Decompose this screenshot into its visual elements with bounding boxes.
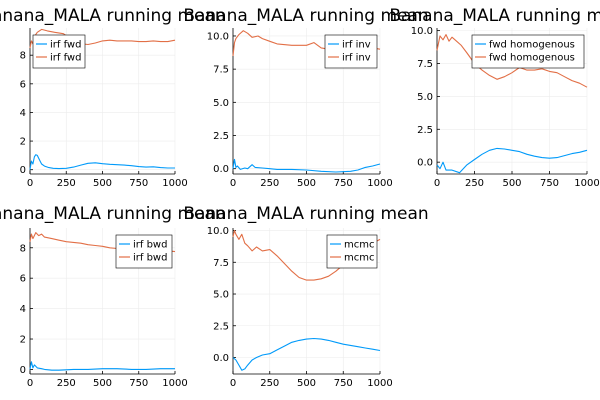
x-tick-label: 750 bbox=[129, 378, 148, 389]
x-tick-label: 250 bbox=[260, 178, 279, 189]
chart-title: Banana_MALA running mean bbox=[389, 6, 600, 26]
y-tick-label: 0 bbox=[20, 365, 26, 376]
y-tick-label: 7.5 bbox=[213, 258, 229, 269]
x-tick-label: 750 bbox=[129, 178, 148, 189]
legend-label: irf fwd bbox=[50, 53, 81, 64]
y-tick-label: 2.5 bbox=[213, 131, 229, 142]
legend-box bbox=[471, 34, 585, 69]
series-line-1 bbox=[29, 361, 175, 371]
x-tick-label: 0 bbox=[230, 378, 236, 389]
x-tick-label: 750 bbox=[334, 378, 353, 389]
x-tick-label: 750 bbox=[334, 178, 353, 189]
y-tick-label: 8 bbox=[20, 243, 26, 254]
series-line-1 bbox=[232, 158, 381, 173]
x-tick-label: 0 bbox=[230, 178, 236, 189]
chart-title: Banana_MALA running mean bbox=[183, 6, 428, 26]
legend-label: irf bwd bbox=[133, 253, 167, 264]
y-tick-label: 7.5 bbox=[213, 65, 229, 76]
y-tick-label: 4 bbox=[20, 108, 26, 119]
y-tick-label: 10.0 bbox=[411, 26, 433, 37]
y-tick-label: 6 bbox=[20, 274, 26, 285]
legend-label: mcmc bbox=[344, 240, 374, 251]
series-line-1 bbox=[232, 337, 381, 371]
legend-label: irf bwd bbox=[133, 240, 167, 251]
y-tick-label: 6 bbox=[20, 79, 26, 90]
y-tick-label: 2 bbox=[20, 137, 26, 148]
subplot-2: 0 250 500 750 1000 0.0 2.5 5.0 7.5 10.0 irf inv irf… bbox=[183, 6, 428, 189]
legend-label: irf inv bbox=[342, 40, 371, 51]
x-tick-label: 0 bbox=[27, 178, 33, 189]
x-tick-label: 1000 bbox=[574, 178, 599, 189]
y-tick-label: 2 bbox=[20, 335, 26, 346]
x-tick-label: 250 bbox=[465, 178, 484, 189]
series-line-1 bbox=[436, 147, 588, 174]
y-tick-label: 10.0 bbox=[207, 31, 229, 42]
x-tick-label: 500 bbox=[93, 178, 112, 189]
y-tick-label: 10.0 bbox=[207, 226, 229, 237]
x-tick-label: 500 bbox=[297, 178, 316, 189]
chart-title: Banana_MALA running mean bbox=[183, 204, 428, 224]
legend-box bbox=[326, 234, 378, 269]
x-tick-label: 0 bbox=[434, 178, 440, 189]
y-tick-label: 7.5 bbox=[417, 59, 433, 70]
legend-label: fwd homogenous bbox=[489, 40, 575, 51]
y-tick-label: 8 bbox=[20, 51, 26, 62]
series-line-2 bbox=[436, 34, 588, 88]
y-tick-label: 0.0 bbox=[417, 158, 433, 169]
subplot-5: 0 250 500 750 1000 0.0 2.5 5.0 7.5 10.0 mcmc mcmc Ba… bbox=[183, 204, 428, 389]
x-tick-label: 250 bbox=[57, 178, 76, 189]
x-tick-label: 750 bbox=[540, 178, 559, 189]
y-tick-label: 5.0 bbox=[417, 92, 433, 103]
y-tick-label: 5.0 bbox=[213, 98, 229, 109]
y-tick-label: 0.0 bbox=[213, 164, 229, 175]
series-line-2 bbox=[29, 28, 176, 49]
y-tick-label: 0.0 bbox=[213, 353, 229, 364]
x-tick-label: 0 bbox=[27, 378, 33, 389]
x-tick-label: 500 bbox=[502, 178, 521, 189]
y-tick-label: 4 bbox=[20, 304, 26, 315]
x-tick-label: 1000 bbox=[367, 378, 392, 389]
x-tick-label: 250 bbox=[57, 378, 76, 389]
chart-title: Banana_MALA running mean bbox=[0, 204, 226, 224]
x-tick-label: 250 bbox=[260, 378, 279, 389]
legend-label: mcmc bbox=[344, 253, 374, 264]
legend-label: irf fwd bbox=[50, 40, 81, 51]
chart-title: Banana_MALA running mean bbox=[0, 6, 226, 26]
y-tick-label: 2.5 bbox=[417, 125, 433, 136]
x-tick-label: 1000 bbox=[162, 378, 187, 389]
y-tick-label: 5.0 bbox=[213, 290, 229, 301]
x-tick-label: 1000 bbox=[162, 178, 187, 189]
subplot-1: 0 250 500 750 1000 0 2 4 6 8 irf fwd irf fwd Banana_… bbox=[0, 6, 226, 189]
legend-label: fwd homogenous bbox=[489, 53, 575, 64]
y-tick-label: 0 bbox=[20, 165, 26, 176]
legend-label: irf inv bbox=[342, 53, 371, 64]
series-line-1 bbox=[29, 154, 175, 170]
subplot-3: 0 250 500 750 1000 0.0 2.5 5.0 7.5 10.0 fwd homoge… bbox=[389, 6, 600, 189]
y-tick-label: 2.5 bbox=[213, 321, 229, 332]
x-tick-label: 500 bbox=[93, 378, 112, 389]
legend-box bbox=[32, 34, 86, 69]
x-tick-label: 500 bbox=[297, 378, 316, 389]
legend-box bbox=[324, 34, 378, 69]
subplot-4: 0 250 500 750 1000 0 2 4 6 8 irf bwd irf bwd Banana_… bbox=[0, 204, 226, 389]
legend-box bbox=[115, 234, 173, 269]
x-tick-label: 1000 bbox=[367, 178, 392, 189]
